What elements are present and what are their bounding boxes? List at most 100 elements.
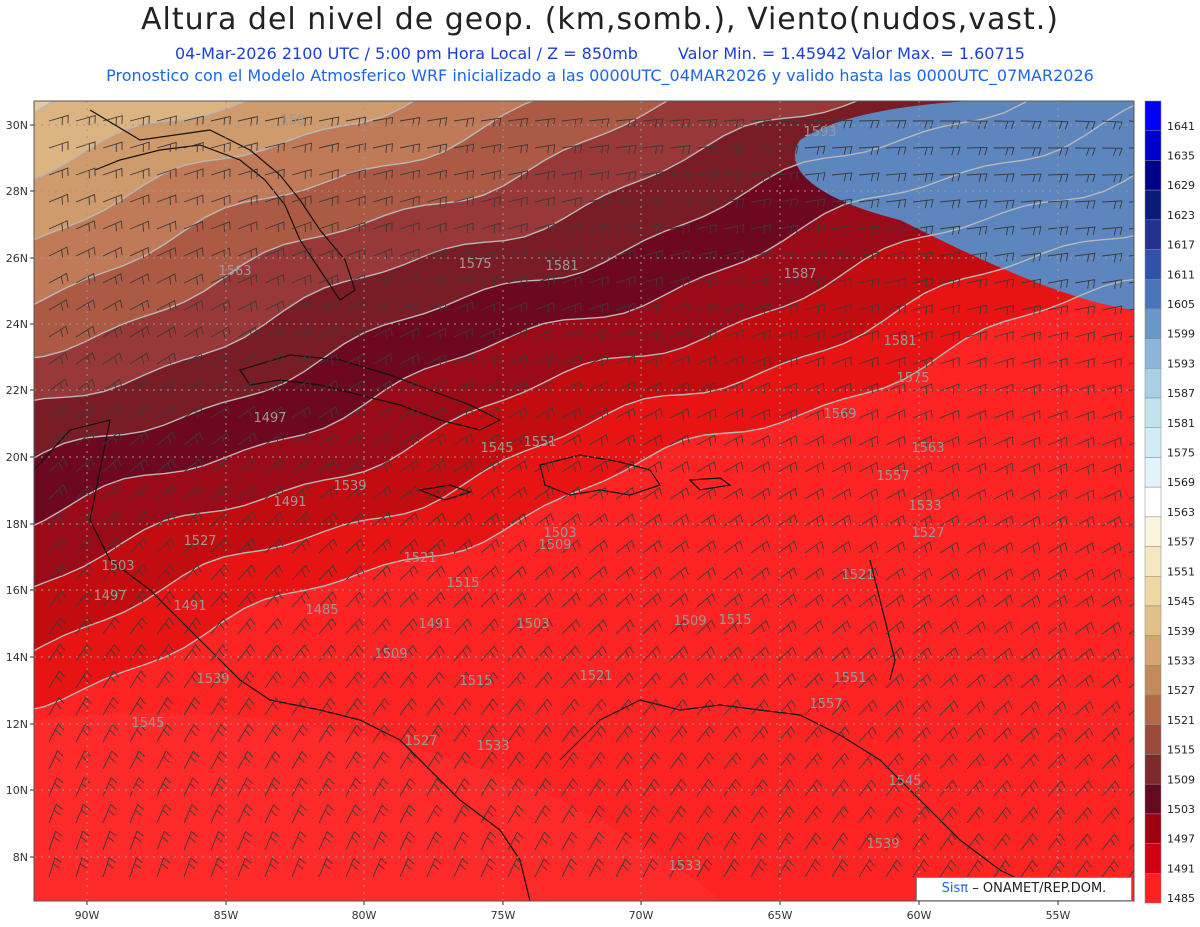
wind-barb [372, 538, 392, 554]
wind-barb [615, 645, 634, 662]
wind-barb [642, 858, 659, 878]
wind-barb [1020, 436, 1041, 448]
legend-label: 1545 [1167, 595, 1195, 608]
wind-barb [264, 379, 285, 392]
wind-barb [939, 436, 960, 448]
wind-barb [210, 564, 229, 581]
wind-barb [534, 645, 553, 662]
contour-label: 1533 [476, 739, 509, 754]
color-legend: 1641 1635 1629 1623 1617 1611 1605 1599 1593 1587… [1144, 100, 1195, 905]
wind-barb [48, 220, 69, 232]
wind-barb [453, 459, 474, 473]
wind-barb [912, 806, 930, 824]
wind-barb [966, 436, 987, 448]
wind-barb [669, 250, 690, 261]
wind-barb [75, 352, 96, 365]
wind-barb [318, 327, 339, 339]
wind-barb [291, 379, 312, 392]
wind-barb [291, 300, 312, 312]
wind-barb [399, 143, 421, 154]
wind-barb [1020, 568, 1041, 581]
coastline [539, 454, 661, 496]
wind-barb [1074, 200, 1096, 209]
wind-barb [588, 249, 609, 261]
wind-barb [480, 592, 500, 608]
wind-barb [1020, 147, 1042, 156]
wind-barb [426, 565, 446, 581]
wind-barb [237, 168, 258, 179]
wind-barb [291, 247, 312, 259]
legend-label: 1551 [1167, 565, 1195, 578]
wind-barb [507, 433, 528, 446]
wind-barb [831, 805, 849, 824]
wind-barb [156, 670, 174, 689]
contour-label: 1491 [418, 617, 451, 632]
wind-barb [588, 805, 605, 824]
wind-barb [777, 620, 797, 635]
wind-barb [777, 408, 798, 421]
lon-tick-label: 75W [491, 909, 516, 922]
wind-barb [993, 647, 1013, 662]
wind-barb [183, 405, 204, 419]
wind-barb [642, 460, 663, 473]
wind-barb [993, 673, 1013, 689]
wind-barb [318, 724, 336, 743]
wind-barb [1047, 568, 1068, 581]
wind-barb [615, 434, 636, 446]
wind-barb [642, 144, 664, 155]
wind-barb [426, 618, 445, 635]
wind-barb [183, 537, 203, 554]
wind-barb [1047, 780, 1066, 797]
wind-barb [345, 459, 365, 473]
wind-barb [831, 356, 852, 368]
wind-barb [885, 806, 903, 824]
wind-barb [264, 644, 283, 662]
wind-barb [264, 511, 284, 527]
wind-barb [129, 405, 150, 419]
wind-barb [1047, 226, 1069, 236]
wind-barb [426, 831, 442, 851]
wind-barb [615, 170, 637, 181]
lat-tick-label: 8N [13, 851, 28, 864]
wind-barb [129, 141, 150, 152]
wind-barb [912, 409, 933, 421]
wind-barb [480, 565, 500, 581]
wind-barb [345, 274, 366, 286]
geopotential-band [34, 712, 720, 901]
wind-barb [750, 832, 768, 851]
wind-barb [1128, 843, 1134, 851]
wind-barb [777, 356, 798, 367]
wind-barb [912, 859, 930, 878]
wind-barb [642, 698, 661, 716]
wind-barb [777, 250, 798, 261]
wind-barb [750, 858, 767, 878]
wind-barb [129, 194, 150, 206]
wind-barb [669, 302, 690, 314]
wind-barb [588, 381, 609, 393]
wind-barb [237, 724, 254, 743]
wind-barb [453, 143, 475, 154]
contour-label: 1545 [131, 716, 164, 731]
wind-barb [453, 169, 474, 180]
wind-barb [507, 407, 528, 419]
wind-barb [264, 116, 286, 127]
wind-barb [804, 224, 826, 235]
wind-barb [588, 328, 609, 340]
contour-lines [34, 101, 1134, 710]
legend-label: 1635 [1167, 149, 1195, 162]
wind-barb [372, 697, 390, 716]
wind-barb [372, 804, 389, 824]
wind-barb [561, 354, 582, 367]
wind-barb [264, 300, 285, 312]
wind-barb [318, 644, 337, 662]
legend-label: 1599 [1167, 328, 1195, 341]
wind-barb [480, 751, 498, 770]
wind-barb [993, 621, 1013, 635]
wind-barb [1101, 780, 1120, 797]
legend-swatch [1144, 754, 1162, 785]
legend-swatch [1144, 219, 1162, 250]
legend-label: 1503 [1167, 803, 1195, 816]
wind-barb [669, 778, 687, 797]
wind-barb [750, 566, 770, 581]
wind-barb [129, 830, 144, 851]
